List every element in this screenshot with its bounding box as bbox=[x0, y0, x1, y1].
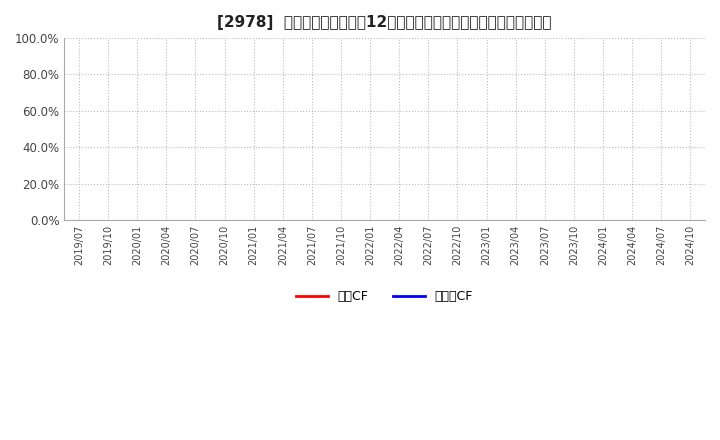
Title: [2978]  キャッシュフローの12か月移動合計の対前年同期増減率の推移: [2978] キャッシュフローの12か月移動合計の対前年同期増減率の推移 bbox=[217, 15, 552, 30]
Legend: 営業CF, フリーCF: 営業CF, フリーCF bbox=[292, 285, 478, 308]
